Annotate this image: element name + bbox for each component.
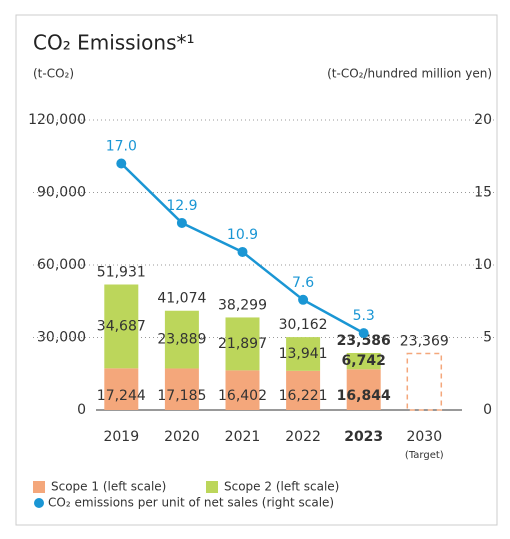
total-label: 38,299 [218,297,267,313]
total-label: 30,162 [279,317,328,333]
legend-label: Scope 2 (left scale) [224,480,339,494]
value-label: 5.3 [353,308,375,324]
point [237,246,248,257]
value-label: 23,889 [157,332,206,348]
category-note: (Target) [405,450,444,461]
value-label: 17.0 [106,139,137,155]
bar-segment [225,317,260,371]
bar-segment [286,370,321,410]
y2-tick-label: 15 [474,185,492,201]
value-label: 21,897 [218,336,267,352]
legend-swatch [34,498,44,508]
point [176,217,187,228]
y-tick-label: 0 [77,402,86,418]
x-tick-label: 2030 [406,429,442,445]
y-axis-label: (t-CO₂) [33,67,74,81]
legend-swatch [33,481,45,493]
value-label: 10.9 [227,227,258,243]
total-label: 23,369 [400,334,449,350]
y2-tick-label: 10 [474,257,492,273]
y2-tick-label: 5 [483,330,492,346]
x-tick-label: 2023 [344,429,383,445]
bar-segment [225,370,260,410]
total-label: 51,931 [97,265,146,281]
point [298,294,309,305]
bar-segment [104,368,139,410]
value-label: 13,941 [279,346,328,362]
value-label: 12.9 [166,198,197,214]
bar-segment [346,353,381,370]
total-label: 41,074 [157,291,206,307]
x-tick-label: 2022 [285,429,321,445]
bar-segment [164,368,199,410]
legend-label: Scope 1 (left scale) [51,480,166,494]
y2-tick-label: 20 [474,112,492,128]
bar-segment [104,284,139,369]
point [358,328,369,339]
value-label: 17,185 [157,388,206,404]
bar-segment [286,337,321,371]
value-label: 16,844 [337,388,391,404]
total-label: 23,586 [337,333,391,349]
x-tick-label: 2019 [103,429,139,445]
legend-swatch [206,481,218,493]
x-tick-label: 2020 [164,429,200,445]
value-label: 16,221 [279,388,328,404]
value-label: 6,742 [342,353,386,369]
legend-label: CO₂ emissions per unit of net sales (rig… [48,496,334,510]
bar-segment [346,369,381,410]
value-label: 34,687 [97,318,146,334]
x-tick-label: 2021 [225,429,261,445]
frame [15,14,498,526]
y2-tick-label: 0 [483,402,492,418]
value-label: 16,402 [218,388,267,404]
chart-title: CO₂ Emissions*¹ [33,31,195,55]
point [116,158,127,169]
y2-axis-label: (t-CO₂/hundred million yen) [327,67,492,81]
value-label: 17,244 [97,388,146,404]
value-label: 7.6 [292,275,314,291]
bar-segment [164,310,199,369]
